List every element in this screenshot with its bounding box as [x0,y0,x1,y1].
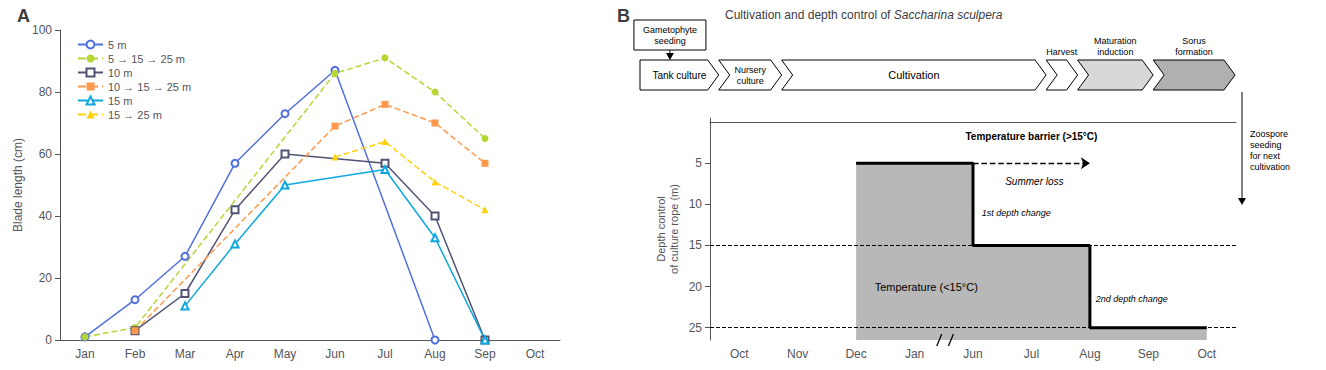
svg-text:Apr: Apr [226,347,245,361]
svg-text:40: 40 [39,209,53,223]
svg-text:Jan: Jan [905,347,924,361]
svg-text:Oct: Oct [1197,347,1216,361]
svg-text:Summer loss: Summer loss [1005,176,1063,187]
svg-text:5 m: 5 m [108,39,126,51]
svg-text:Gametophyte: Gametophyte [643,25,697,35]
svg-text:5 → 15 → 25 m: 5 → 15 → 25 m [108,53,185,65]
svg-text:May: May [274,347,297,361]
svg-text:15 m: 15 m [108,95,132,107]
svg-text:1st depth change: 1st depth change [982,208,1051,218]
svg-text:Temperature barrier (>15°C): Temperature barrier (>15°C) [965,131,1097,142]
svg-text:A: A [17,6,30,26]
svg-text:Sorus: Sorus [1182,36,1206,46]
svg-text:Maturation: Maturation [1094,36,1137,46]
svg-text:Tank culture: Tank culture [652,70,706,81]
svg-text:15: 15 [689,238,703,252]
svg-text:60: 60 [39,147,53,161]
svg-text:Oct: Oct [526,347,545,361]
svg-text:seeding: seeding [654,36,686,46]
svg-text:Saccharina sculpera: Saccharina sculpera [894,8,1003,22]
svg-text:2nd depth change: 2nd depth change [1095,294,1168,304]
svg-text:B: B [617,6,630,26]
svg-text:15 → 25 m: 15 → 25 m [108,109,162,121]
svg-text:Jan: Jan [75,347,94,361]
svg-text:Jun: Jun [325,347,344,361]
svg-text:Feb: Feb [125,347,146,361]
svg-text:Depth control: Depth control [655,196,667,261]
svg-text:Aug: Aug [424,347,445,361]
svg-text:Oct: Oct [730,347,749,361]
svg-text:Sep: Sep [1138,347,1160,361]
svg-text:of culture rope (m): of culture rope (m) [668,184,680,274]
svg-text:cultivation: cultivation [1250,162,1290,172]
svg-text:Nursery: Nursery [734,65,766,75]
svg-text:Cultivation: Cultivation [888,69,939,81]
svg-text:Mar: Mar [175,347,196,361]
svg-text:20: 20 [689,280,703,294]
svg-text:Nov: Nov [787,347,808,361]
svg-text:10: 10 [689,197,703,211]
svg-text:20: 20 [39,271,53,285]
svg-text:Zoospore: Zoospore [1250,129,1288,139]
svg-text:10 m: 10 m [108,67,132,79]
svg-text:Jun: Jun [963,347,982,361]
svg-text:for next: for next [1250,151,1281,161]
svg-text:Aug: Aug [1079,347,1100,361]
svg-text:5: 5 [695,156,702,170]
svg-text:100: 100 [32,23,52,37]
svg-text:0: 0 [45,333,52,347]
svg-text:Sep: Sep [474,347,496,361]
svg-text:80: 80 [39,85,53,99]
svg-text:25: 25 [689,321,703,335]
svg-text:Harvest: Harvest [1046,47,1078,57]
svg-text:Jul: Jul [377,347,392,361]
svg-text:seeding: seeding [1250,140,1282,150]
svg-text:Temperature (<15°C): Temperature (<15°C) [875,281,978,293]
svg-text:Cultivation and depth control: Cultivation and depth control of [725,8,894,22]
svg-text:formation: formation [1175,47,1213,57]
svg-text:Jul: Jul [1024,347,1039,361]
svg-text:culture: culture [737,76,764,86]
svg-text:Blade length (cm): Blade length (cm) [11,138,25,232]
svg-text:Dec: Dec [845,347,866,361]
svg-text:10 → 15 → 25 m: 10 → 15 → 25 m [108,81,191,93]
svg-text:induction: induction [1097,47,1133,57]
